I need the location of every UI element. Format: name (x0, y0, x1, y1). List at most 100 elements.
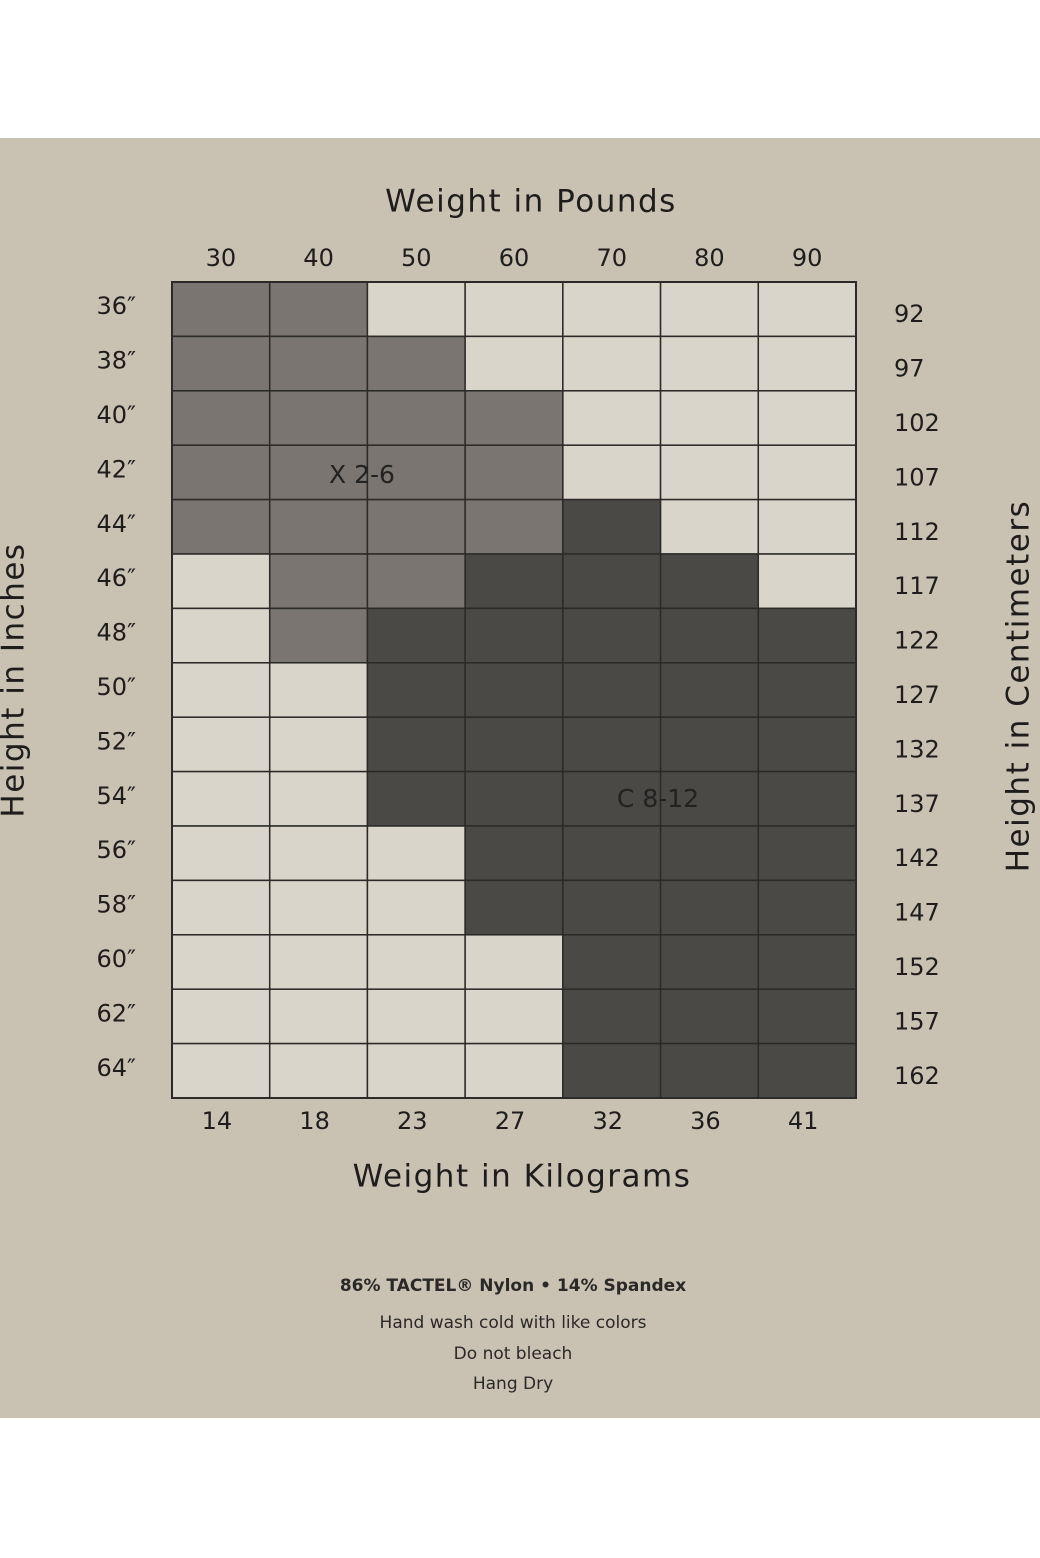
grid-cell (562, 444, 662, 501)
grid-cell (171, 716, 271, 773)
centimeter-label: 102 (894, 409, 940, 437)
grid-cell (268, 662, 369, 718)
grid-cell (171, 934, 271, 990)
grid-cell (464, 444, 564, 501)
grid-cell (562, 716, 662, 773)
grid-cell (366, 281, 466, 338)
grid-cell (757, 770, 857, 827)
centimeter-label: 107 (894, 463, 940, 491)
grid-cell (659, 335, 760, 392)
grid-cell (562, 390, 662, 446)
grid-cell (464, 716, 564, 773)
inch-label: 64″ (96, 1054, 136, 1082)
pound-label: 80 (694, 244, 725, 272)
grid-cell (268, 879, 369, 936)
grid-cell (562, 281, 662, 338)
grid-cell (171, 662, 271, 718)
grid-cell (757, 335, 857, 392)
grid-cell (659, 553, 760, 610)
grid-cell (171, 335, 271, 392)
centimeter-label: 142 (894, 844, 940, 872)
grid-cell (562, 879, 662, 936)
grid-cell (757, 1042, 857, 1099)
kilogram-label: 23 (397, 1107, 428, 1135)
centimeter-label: 162 (894, 1062, 940, 1090)
grid-cell (659, 988, 760, 1045)
inch-label: 40″ (96, 401, 136, 429)
grid-cell (464, 770, 564, 827)
grid-cell (659, 662, 760, 718)
grid-cell (757, 390, 857, 446)
grid (171, 281, 857, 1099)
grid-cell (464, 390, 564, 446)
grid-cell (464, 934, 564, 990)
grid-cell (366, 662, 466, 718)
grid-cell (757, 662, 857, 718)
grid-border (171, 281, 857, 1099)
grid-cell (171, 607, 271, 664)
inch-label: 54″ (96, 782, 136, 810)
grid-cell (659, 281, 760, 338)
centimeter-label: 112 (894, 518, 940, 546)
inch-label: 36″ (96, 292, 136, 320)
size-label: C 8-12 (617, 784, 699, 813)
size-label: X 2-6 (329, 460, 395, 489)
kilogram-label: 36 (690, 1107, 721, 1135)
grid-cell (268, 716, 369, 773)
grid-cell (464, 1042, 564, 1099)
pound-label: 70 (596, 244, 627, 272)
grid-cell (659, 390, 760, 446)
pound-label: 60 (499, 244, 530, 272)
pound-label: 30 (206, 244, 237, 272)
grid-cell (268, 988, 369, 1045)
pound-label: 90 (792, 244, 823, 272)
grid-cell (366, 444, 466, 501)
grid-cell (366, 825, 466, 882)
grid-cell (464, 281, 564, 338)
inch-label: 52″ (96, 727, 136, 755)
grid-cell (171, 825, 271, 882)
grid-cell (464, 825, 564, 882)
bottom-title: Weight in Kilograms (353, 1159, 692, 1195)
kilogram-label: 18 (299, 1107, 330, 1135)
grid-cell (268, 498, 369, 555)
centimeter-label: 147 (894, 899, 940, 927)
grid-cell (366, 770, 466, 827)
grid-cell (659, 444, 760, 501)
kilogram-label: 32 (592, 1107, 623, 1135)
grid-cell (757, 281, 857, 338)
grid-cell (366, 553, 466, 610)
grid-cell (171, 390, 271, 446)
grid-cell (366, 879, 466, 936)
grid-cell (757, 934, 857, 990)
centimeter-label: 127 (894, 681, 940, 709)
grid-cell (659, 825, 760, 882)
grid-cell (268, 825, 369, 882)
inch-label: 60″ (96, 945, 136, 973)
grid-cell (659, 879, 760, 936)
grid-cell (366, 335, 466, 392)
grid-cell (366, 390, 466, 446)
pound-label: 50 (401, 244, 432, 272)
inch-label: 56″ (96, 836, 136, 864)
grid-cell (171, 553, 271, 610)
grid-cell (171, 1042, 271, 1099)
centimeter-label: 132 (894, 735, 940, 763)
care-text: 86% TACTEL® Nylon • 14% Spandex (340, 1276, 686, 1296)
grid-cell (268, 770, 369, 827)
grid-cell (268, 607, 369, 664)
kilogram-label: 41 (788, 1107, 819, 1135)
grid-cell (366, 498, 466, 555)
left-title: Height in Inches (0, 542, 32, 817)
grid-cell (171, 498, 271, 555)
grid-cell (562, 825, 662, 882)
grid-cell (268, 934, 369, 990)
inch-label: 62″ (96, 999, 136, 1027)
right-title: Height in Centimeters (1001, 500, 1037, 872)
centimeter-label: 157 (894, 1007, 940, 1035)
grid-cell (562, 770, 662, 827)
grid-cell (464, 988, 564, 1045)
grid-cell (757, 716, 857, 773)
grid-cell (562, 607, 662, 664)
